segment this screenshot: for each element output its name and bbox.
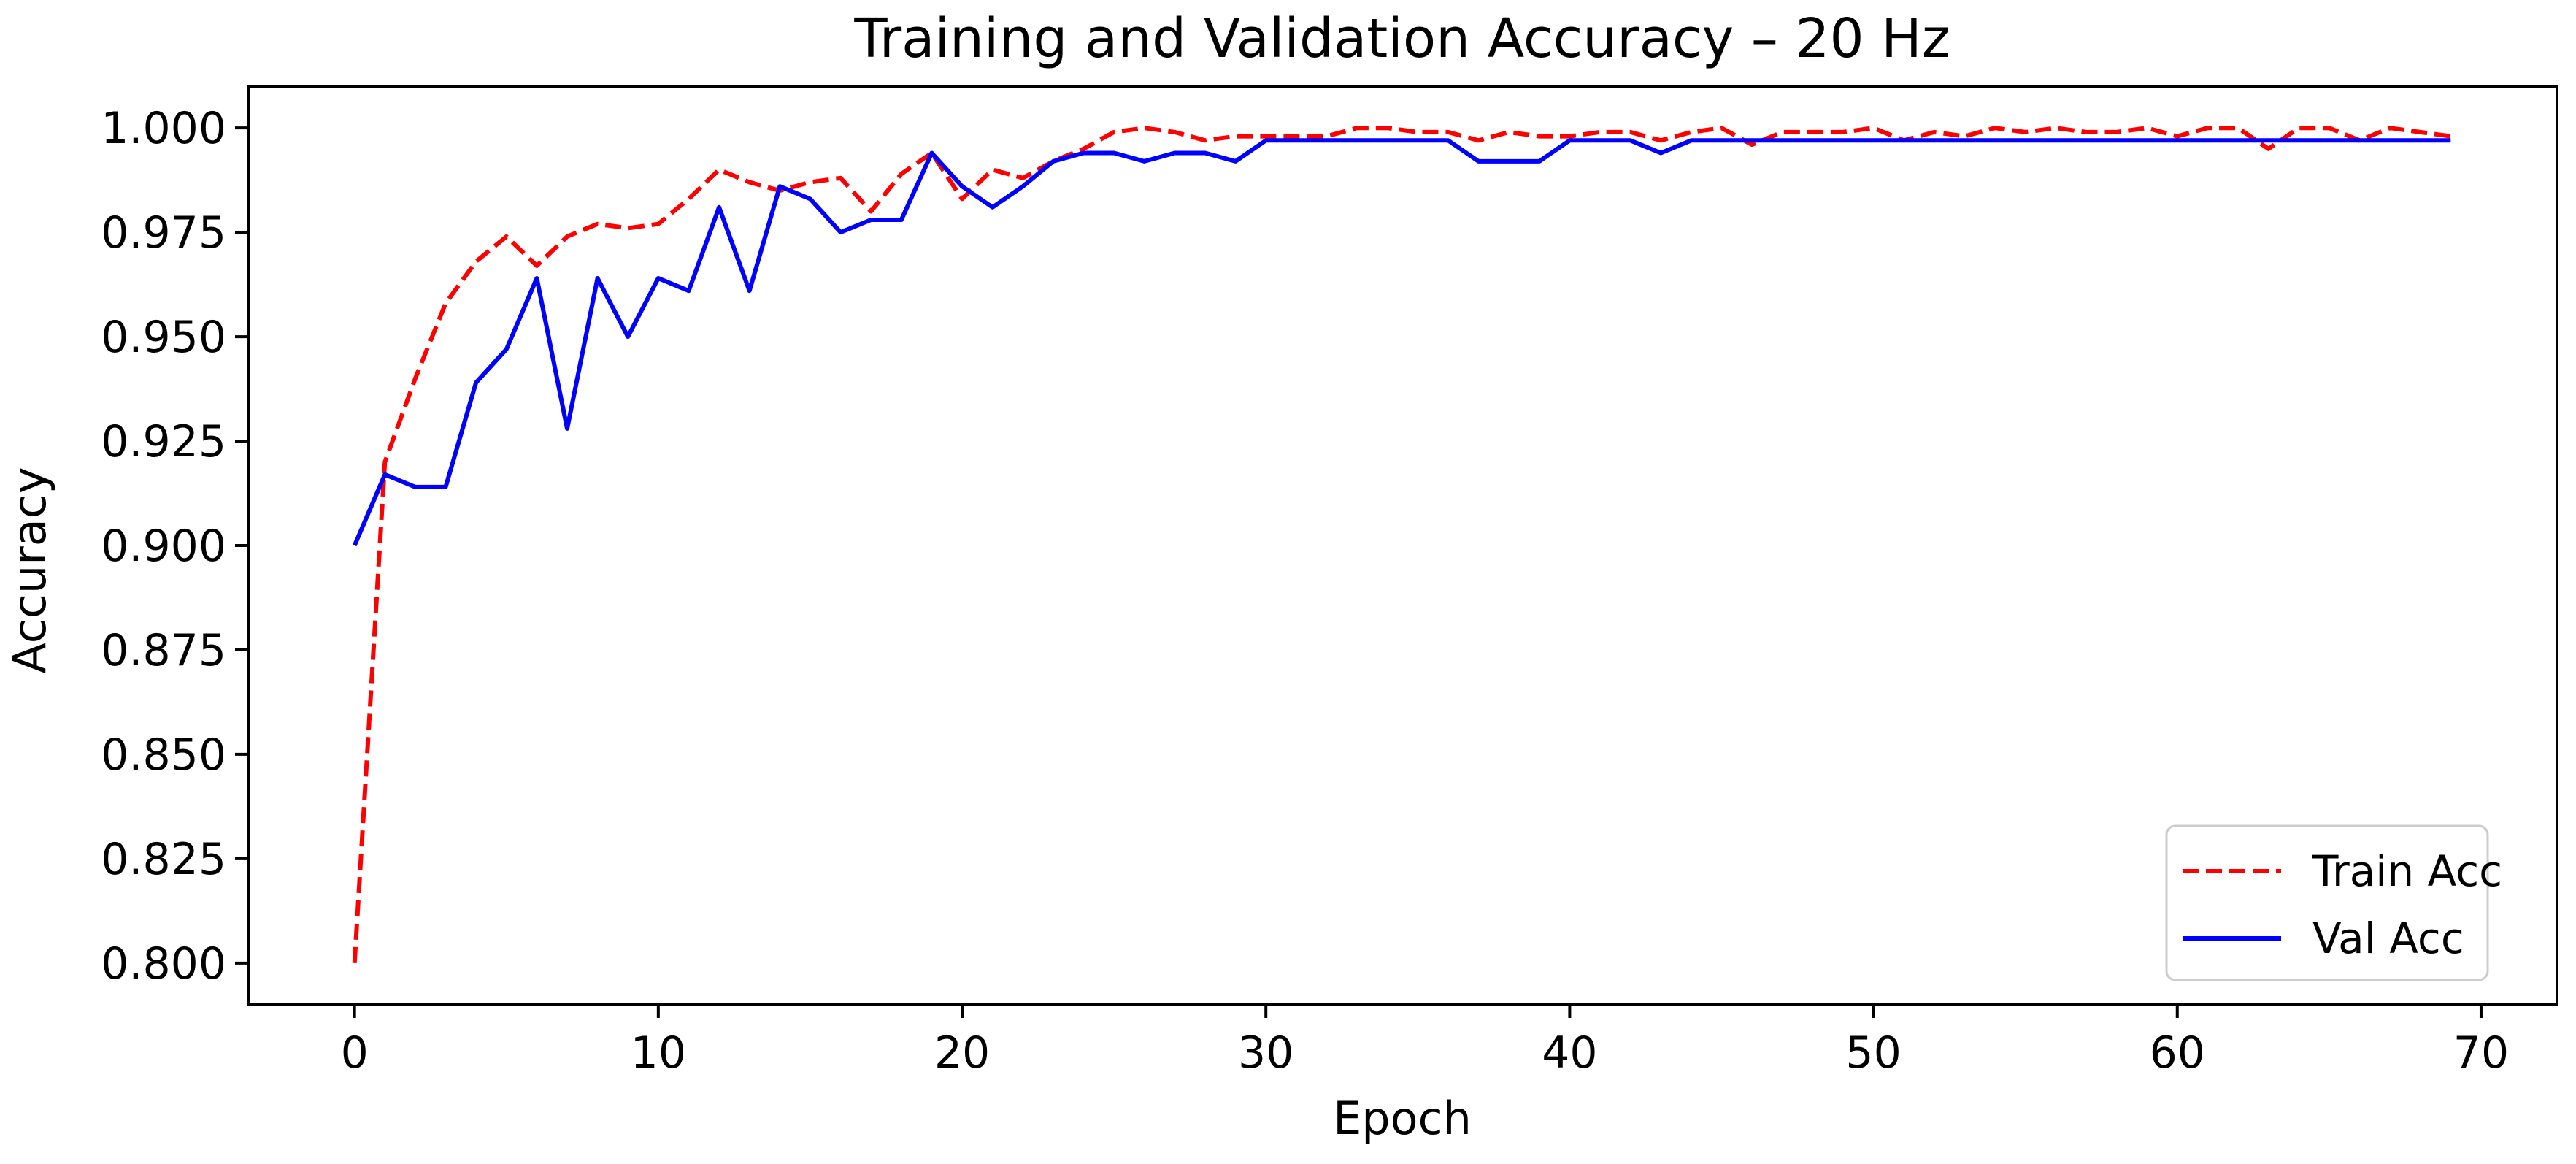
y-tick-label: 0.975 [101, 207, 226, 259]
y-tick-label: 0.800 [101, 938, 226, 989]
y-axis: 0.800 0.825 0.850 0.875 0.900 0.925 0.950 0.975… [101, 103, 248, 989]
y-tick-label: 0.875 [101, 625, 226, 676]
x-axis: 0 10 20 30 40 50 60 70 [341, 1005, 2509, 1079]
x-axis-title: Epoch [1333, 1092, 1472, 1145]
legend-label-val-acc: Val Acc [2312, 914, 2464, 963]
y-tick-label: 1.000 [101, 103, 226, 154]
y-tick-label: 0.950 [101, 312, 226, 363]
x-tick-label: 50 [1845, 1027, 1901, 1079]
series-line-val-acc [352, 138, 2451, 547]
y-tick-label: 0.850 [101, 730, 226, 781]
x-tick-label: 70 [2453, 1027, 2509, 1079]
x-tick-label: 60 [2150, 1027, 2205, 1079]
legend-frame [2165, 824, 2489, 981]
x-tick-label: 0 [341, 1027, 369, 1079]
x-tick-label: 40 [1542, 1027, 1597, 1079]
legend: Train Acc Val Acc [2165, 824, 2502, 981]
plot-frame [247, 85, 2558, 1006]
y-tick-label: 0.825 [101, 834, 226, 885]
y-axis-title: Accuracy [3, 467, 56, 673]
chart-title: Training and Validation Accuracy – 20 Hz [853, 7, 1950, 70]
x-tick-label: 10 [631, 1027, 686, 1079]
plot-area [352, 126, 2451, 963]
y-tick-label: 0.900 [101, 521, 226, 572]
y-tick-label: 0.925 [101, 416, 226, 467]
series-line-train-acc [352, 126, 2451, 963]
x-tick-label: 30 [1238, 1027, 1293, 1079]
x-tick-label: 20 [934, 1027, 990, 1079]
legend-label-train-acc: Train Acc [2312, 846, 2502, 896]
